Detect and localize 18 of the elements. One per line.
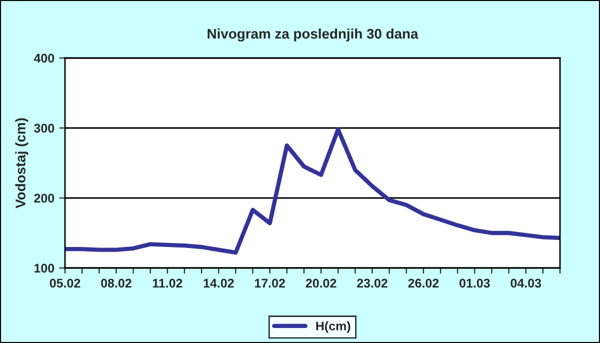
y-axis-title: Vodostaj (cm)	[15, 118, 28, 208]
x-tick-label: 11.02	[152, 278, 182, 288]
y-tick-label: 300	[34, 124, 54, 133]
y-tick-label: 400	[34, 54, 54, 63]
x-tick-label: 20.02	[306, 278, 336, 288]
y-tick-label: 200	[34, 194, 54, 203]
x-tick-label: 01.03	[460, 278, 490, 288]
legend-label: H(cm)	[316, 321, 350, 333]
x-tick-label: 26.02	[408, 278, 439, 288]
x-tick-label: 08.02	[101, 278, 132, 288]
x-tick-label: 17.02	[254, 278, 285, 288]
x-tick-label: 23.02	[357, 278, 388, 288]
y-tick-label: 100	[34, 264, 54, 273]
line-series	[65, 127, 560, 255]
x-tick-label: 04.03	[510, 278, 542, 288]
x-tick-label: 05.02	[50, 278, 80, 288]
x-tick-label: 14.02	[204, 278, 234, 288]
chart-title: Nivogram za poslednjih 30 dana	[208, 28, 418, 42]
